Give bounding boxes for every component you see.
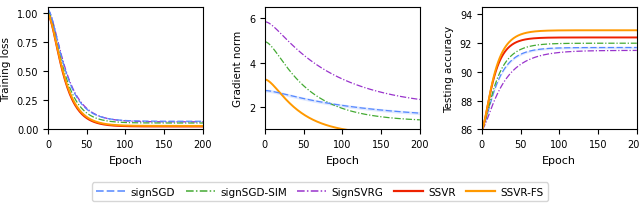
Y-axis label: Testing accuracy: Testing accuracy — [444, 26, 454, 112]
X-axis label: Epoch: Epoch — [325, 155, 360, 165]
X-axis label: Epoch: Epoch — [542, 155, 577, 165]
Y-axis label: Training loss: Training loss — [1, 37, 11, 101]
Legend: signSGD, signSGD-SIM, SignSVRG, SSVR, SSVR-FS: signSGD, signSGD-SIM, SignSVRG, SSVR, SS… — [92, 183, 548, 201]
Y-axis label: Gradient norm: Gradient norm — [234, 31, 243, 107]
X-axis label: Epoch: Epoch — [108, 155, 143, 165]
